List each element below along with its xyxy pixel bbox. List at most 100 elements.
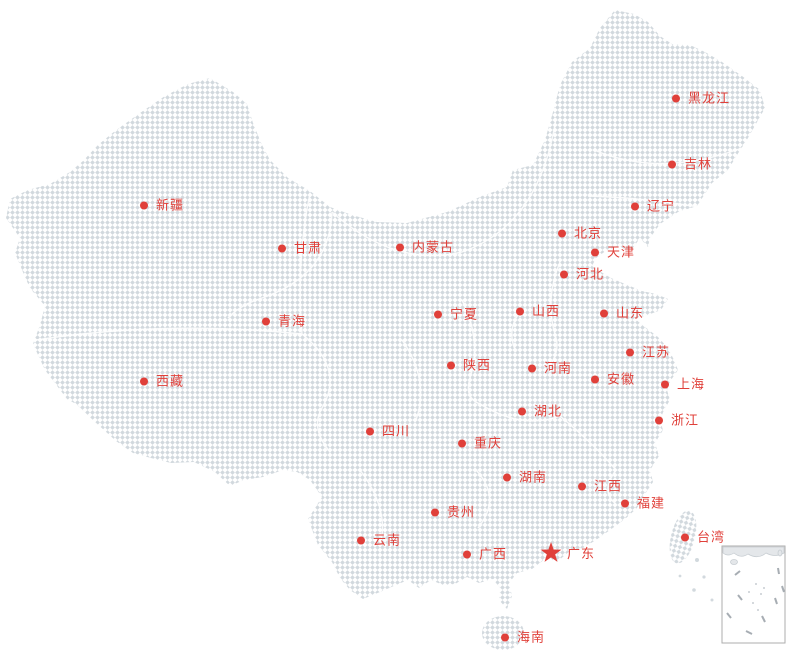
province-marker[interactable]: 湖北 xyxy=(518,405,562,418)
province-marker[interactable]: 甘肃 xyxy=(278,242,322,255)
capital-dot-icon xyxy=(528,364,536,372)
province-marker[interactable]: 黑龙江 xyxy=(672,92,730,105)
province-marker[interactable]: 湖南 xyxy=(503,471,547,484)
province-marker[interactable]: 广西 xyxy=(463,548,507,561)
province-marker[interactable]: 四川 xyxy=(366,425,410,438)
province-label: 宁夏 xyxy=(450,306,479,322)
province-marker[interactable]: 山东 xyxy=(600,307,644,320)
province-marker[interactable]: 陕西 xyxy=(447,359,491,372)
province-marker[interactable]: 辽宁 xyxy=(631,200,675,213)
province-label: 甘肃 xyxy=(294,240,323,256)
capital-dot-icon xyxy=(262,317,270,325)
province-label: 四川 xyxy=(382,423,411,439)
capital-dot-icon xyxy=(140,377,148,385)
province-label: 黑龙江 xyxy=(688,90,731,106)
capital-dot-icon xyxy=(434,310,442,318)
province-label: 广东 xyxy=(567,545,596,561)
capital-dot-icon xyxy=(621,499,629,507)
province-marker[interactable]: 重庆 xyxy=(458,437,502,450)
province-label: 河南 xyxy=(544,360,573,376)
capital-dot-icon xyxy=(631,202,639,210)
province-label: 天津 xyxy=(607,244,636,260)
capital-dot-icon xyxy=(655,416,663,424)
province-marker[interactable]: 安徽 xyxy=(591,373,635,386)
province-marker[interactable]: 浙江 xyxy=(655,414,699,427)
province-boundaries xyxy=(35,117,743,546)
capital-dot-icon xyxy=(366,427,374,435)
province-label: 浙江 xyxy=(671,412,700,428)
province-label: 青海 xyxy=(278,313,307,329)
province-label: 吉林 xyxy=(684,156,713,172)
south-china-sea-inset xyxy=(721,545,786,644)
capital-dot-icon xyxy=(516,307,524,315)
province-label: 贵州 xyxy=(447,504,476,520)
province-marker[interactable]: 宁夏 xyxy=(434,308,478,321)
province-label: 海南 xyxy=(517,629,546,645)
province-label: 北京 xyxy=(574,225,603,241)
province-marker[interactable]: 吉林 xyxy=(668,158,712,171)
province-marker[interactable]: 河北 xyxy=(560,268,604,281)
capital-dot-icon xyxy=(431,508,439,516)
inset-taiwan xyxy=(777,549,783,557)
inset-nine-dash-line xyxy=(726,567,785,635)
inset-coastline xyxy=(722,546,785,558)
province-label: 山西 xyxy=(532,303,561,319)
capital-dot-icon xyxy=(396,243,404,251)
inset-hainan xyxy=(730,559,738,565)
capital-dot-icon xyxy=(501,633,509,641)
capital-dot-icon xyxy=(357,536,365,544)
capital-dot-icon xyxy=(503,473,511,481)
province-label: 内蒙古 xyxy=(412,239,455,255)
selected-star-icon xyxy=(540,542,562,562)
province-label: 西藏 xyxy=(156,373,185,389)
province-label: 台湾 xyxy=(697,529,726,545)
capital-dot-icon xyxy=(681,533,689,541)
province-marker[interactable]: 贵州 xyxy=(431,506,475,519)
province-label: 广西 xyxy=(479,546,508,562)
province-label: 山东 xyxy=(616,305,645,321)
mainland-shape xyxy=(6,10,765,609)
capital-dot-icon xyxy=(591,375,599,383)
province-marker[interactable]: 内蒙古 xyxy=(396,241,454,254)
capital-dot-icon xyxy=(560,270,568,278)
province-marker[interactable]: 新疆 xyxy=(140,199,184,212)
capital-dot-icon xyxy=(463,550,471,558)
capital-dot-icon xyxy=(458,439,466,447)
province-label: 陕西 xyxy=(463,357,492,373)
province-marker[interactable]: 广东 xyxy=(539,541,595,565)
province-marker[interactable]: 青海 xyxy=(262,315,306,328)
province-label: 河北 xyxy=(576,266,605,282)
province-marker[interactable]: 福建 xyxy=(621,497,665,510)
province-marker[interactable]: 上海 xyxy=(661,378,705,391)
province-label: 上海 xyxy=(677,376,706,392)
offshore-islands xyxy=(678,558,714,602)
province-label: 辽宁 xyxy=(647,198,676,214)
province-label: 福建 xyxy=(637,495,666,511)
province-label: 湖北 xyxy=(534,403,563,419)
province-label: 新疆 xyxy=(156,197,185,213)
province-marker[interactable]: 山西 xyxy=(516,305,560,318)
capital-dot-icon xyxy=(661,380,669,388)
province-label: 重庆 xyxy=(474,435,503,451)
province-label: 安徽 xyxy=(607,371,636,387)
capital-dot-icon xyxy=(668,160,676,168)
province-marker[interactable]: 云南 xyxy=(357,534,401,547)
province-marker[interactable]: 北京 xyxy=(558,227,602,240)
province-marker[interactable]: 海南 xyxy=(501,631,545,644)
province-marker[interactable]: 河南 xyxy=(528,362,572,375)
capital-dot-icon xyxy=(518,407,526,415)
province-marker[interactable]: 西藏 xyxy=(140,375,184,388)
province-marker[interactable]: 天津 xyxy=(591,246,635,259)
province-marker[interactable]: 江西 xyxy=(578,480,622,493)
province-marker[interactable]: 江苏 xyxy=(626,346,670,359)
province-label: 江苏 xyxy=(642,344,671,360)
province-marker[interactable]: 台湾 xyxy=(681,531,725,544)
capital-dot-icon xyxy=(578,482,586,490)
province-label: 江西 xyxy=(594,478,623,494)
capital-dot-icon xyxy=(140,201,148,209)
inset-island-dots xyxy=(748,583,765,611)
capital-dot-icon xyxy=(447,361,455,369)
